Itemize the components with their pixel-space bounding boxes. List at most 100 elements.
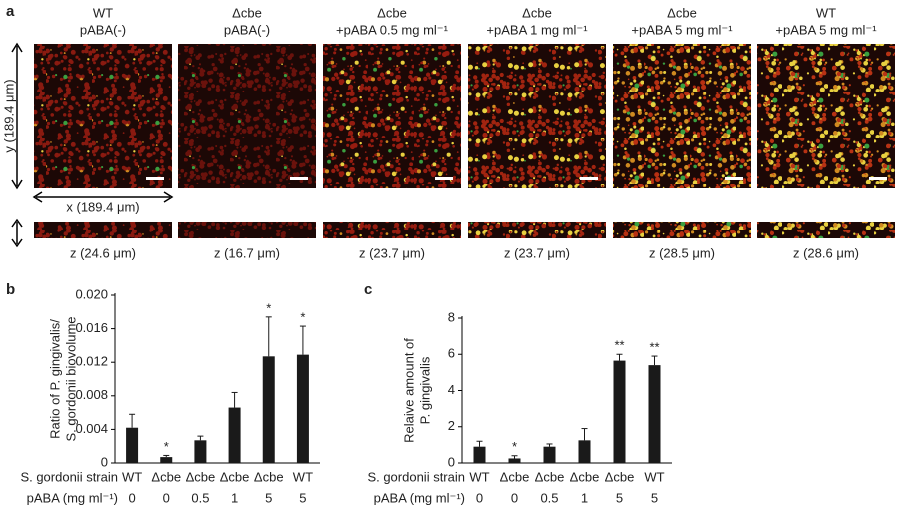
- y-axis-label: S. gordonii biovolume: [63, 316, 78, 441]
- bar: [296, 354, 309, 463]
- x-tick-label: Δcbe: [254, 469, 284, 484]
- column-title: Δcbe: [522, 5, 552, 20]
- x-tick-label: 0: [511, 490, 518, 505]
- bar: [508, 458, 521, 463]
- bar: [194, 440, 207, 463]
- z-section: [34, 222, 172, 238]
- x-arrow-heads: [32, 191, 174, 203]
- y-tick-label: 0.008: [75, 387, 108, 402]
- bar: [126, 427, 139, 463]
- column-subtitle: pABA(-): [80, 22, 126, 37]
- scale-bar: [725, 177, 743, 180]
- x-tick-label: 0: [476, 490, 483, 505]
- z-section: [468, 222, 606, 238]
- x-tick-label: WT: [293, 469, 313, 484]
- bar: [543, 446, 556, 463]
- row-label: S. gordonii strain: [367, 469, 465, 484]
- column-subtitle: +pABA 5 mg ml⁻¹: [775, 22, 877, 37]
- column-title: WT: [816, 5, 836, 20]
- panel-label: c: [364, 281, 372, 298]
- bar: [473, 446, 486, 463]
- x-tick-label: 5: [651, 490, 658, 505]
- bar: [648, 365, 661, 463]
- scale-bar: [580, 177, 598, 180]
- scale-bar: [435, 177, 453, 180]
- x-tick-label: Δcbe: [151, 469, 181, 484]
- significance: **: [614, 338, 624, 353]
- y-axis-label: Relaive amount of: [401, 338, 416, 443]
- row-label: pABA (mg ml⁻¹): [27, 490, 118, 505]
- y-axis-label: P. gingivalis: [417, 356, 432, 424]
- x-tick-label: WT: [122, 469, 142, 484]
- significance: *: [512, 439, 517, 454]
- z-label: z (28.6 μm): [793, 245, 859, 260]
- z-label: z (24.6 μm): [70, 245, 136, 260]
- x-tick-label: 0: [163, 490, 170, 505]
- x-tick-label: 1: [581, 490, 588, 505]
- bar: [613, 360, 626, 463]
- bar: [262, 356, 275, 463]
- y-tick-label: 0.004: [75, 421, 108, 436]
- z-label: z (23.7 μm): [359, 245, 425, 260]
- x-tick-label: 1: [231, 490, 238, 505]
- scale-bar: [869, 177, 887, 180]
- column-title: WT: [93, 5, 113, 20]
- x-tick-label: Δcbe: [220, 469, 250, 484]
- micrograph: [178, 44, 316, 188]
- y-tick-label: 0: [101, 454, 108, 469]
- significance: **: [649, 340, 659, 355]
- x-tick-label: Δcbe: [500, 469, 530, 484]
- y-tick-label: 0.016: [75, 320, 108, 335]
- y-axis-label: y (189.4 μm): [1, 79, 16, 152]
- x-tick-label: Δcbe: [186, 469, 216, 484]
- micrograph: [323, 44, 461, 188]
- x-tick-label: 5: [616, 490, 623, 505]
- z-label: z (16.7 μm): [214, 245, 280, 260]
- x-tick-label: Δcbe: [605, 469, 635, 484]
- micrograph: [757, 44, 895, 188]
- y-axis-label: Ratio of P. gingivalis/: [47, 319, 62, 439]
- column-subtitle: +pABA 5 mg ml⁻¹: [631, 22, 733, 37]
- y-tick-label: 4: [448, 382, 455, 397]
- x-tick-label: 0.5: [191, 490, 209, 505]
- z-label: z (28.5 μm): [649, 245, 715, 260]
- x-tick-label: 0.5: [540, 490, 558, 505]
- z-section: [757, 222, 895, 238]
- micrograph: [468, 44, 606, 188]
- column-title: Δcbe: [377, 5, 407, 20]
- panel-label: a: [6, 3, 15, 20]
- x-tick-label: WT: [644, 469, 664, 484]
- x-tick-label: WT: [469, 469, 489, 484]
- column-subtitle: pABA(-): [224, 22, 270, 37]
- z-section: [323, 222, 461, 238]
- x-tick-label: 5: [265, 490, 272, 505]
- y-arrow-heads: [11, 42, 23, 190]
- x-axis-label: x (189.4 μm): [66, 199, 139, 214]
- micrograph: [613, 44, 751, 188]
- significance: *: [300, 310, 305, 325]
- z-section: [178, 222, 316, 238]
- column-title: Δcbe: [232, 5, 262, 20]
- column-subtitle: +pABA 0.5 mg ml⁻¹: [336, 22, 449, 37]
- bar: [228, 407, 241, 463]
- significance: *: [266, 300, 271, 315]
- significance: *: [164, 439, 169, 454]
- z-section: [613, 222, 751, 238]
- row-label: pABA (mg ml⁻¹): [374, 490, 465, 505]
- y-tick-label: 0.012: [75, 354, 108, 369]
- y-tick-label: 0: [448, 454, 455, 469]
- x-tick-label: Δcbe: [570, 469, 600, 484]
- x-tick-label: 5: [299, 490, 306, 505]
- column-title: Δcbe: [667, 5, 697, 20]
- x-tick-label: 0: [128, 490, 135, 505]
- column-subtitle: +pABA 1 mg ml⁻¹: [486, 22, 588, 37]
- x-tick-label: Δcbe: [535, 469, 565, 484]
- bar: [578, 440, 591, 463]
- bar: [160, 457, 173, 463]
- row-label: S. gordonii strain: [20, 469, 118, 484]
- micrograph: [34, 44, 172, 188]
- scale-bar: [290, 177, 308, 180]
- z-arrow-heads: [11, 218, 23, 248]
- y-tick-label: 2: [448, 418, 455, 433]
